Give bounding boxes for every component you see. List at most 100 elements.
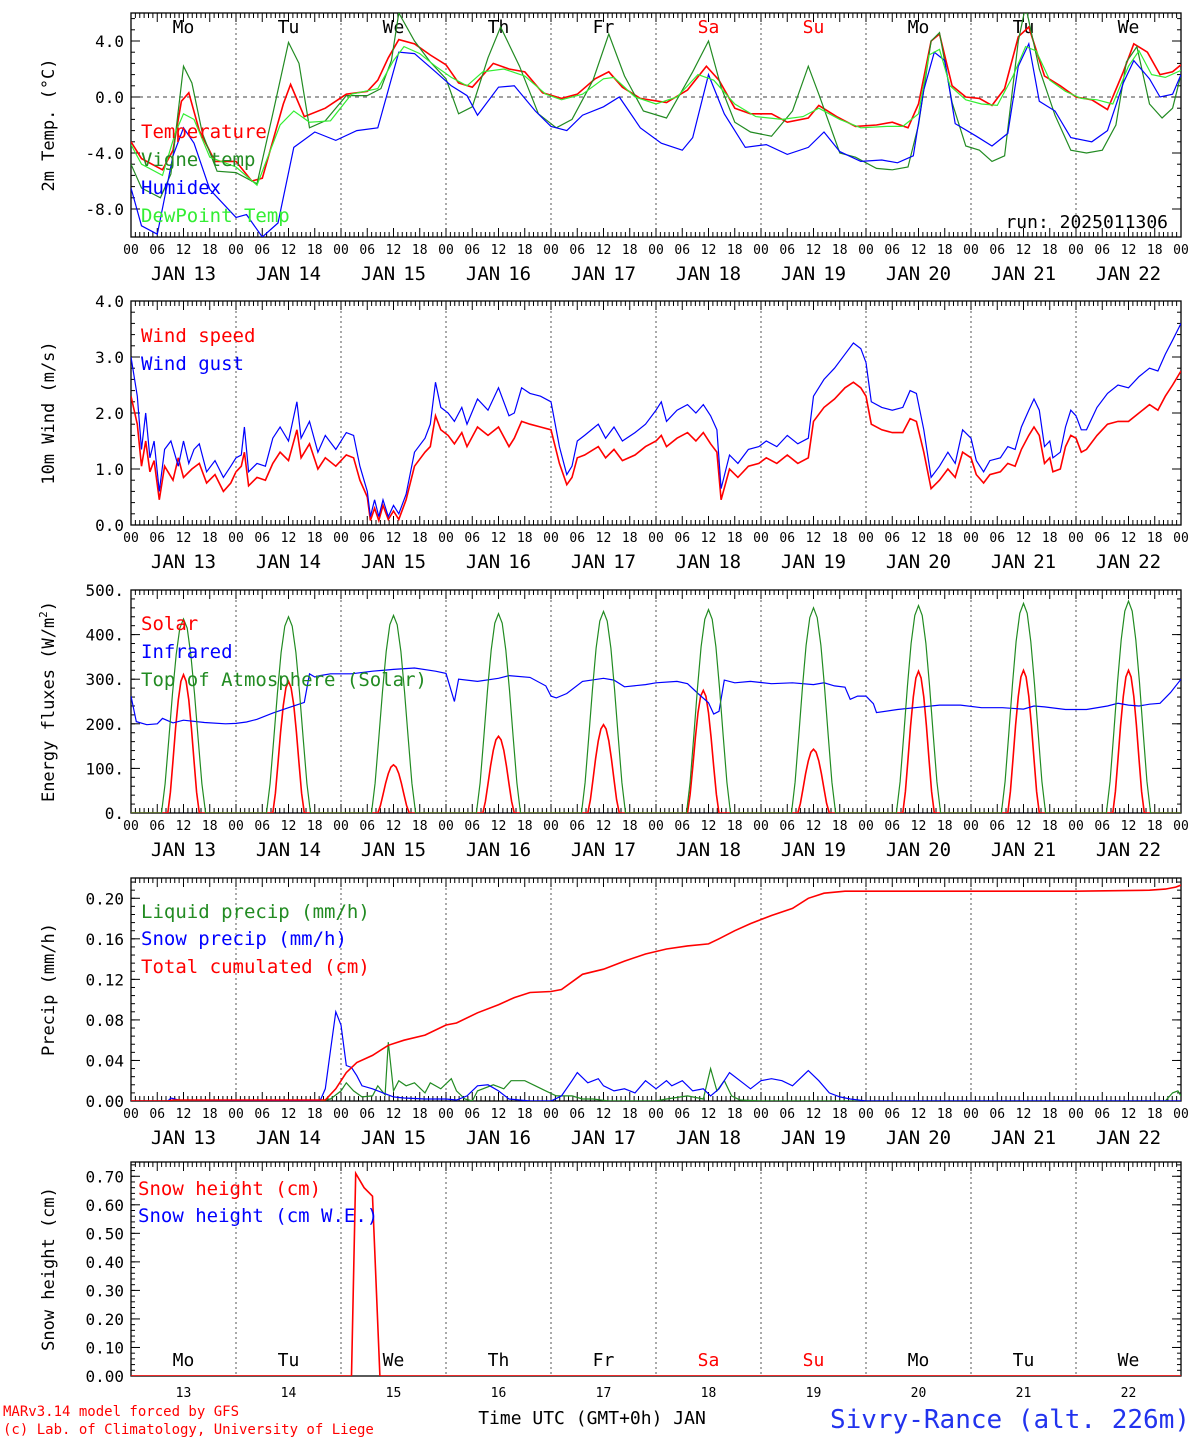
y-tick-label: 4.0 — [95, 32, 124, 51]
hour-label: 12 — [911, 531, 927, 546]
hour-label: 00 — [228, 243, 244, 258]
date-label: JAN 19 — [781, 551, 846, 573]
hour-label: 06 — [149, 1107, 165, 1122]
weekday-label: Mo — [173, 1350, 195, 1371]
hour-label: 12 — [1121, 819, 1137, 834]
hour-label: 00 — [1173, 531, 1189, 546]
hour-label: 00 — [228, 819, 244, 834]
hour-label: 00 — [438, 819, 454, 834]
legend-entry: Snow height (cm W.E.) — [138, 1205, 378, 1227]
date-label: JAN 21 — [991, 1127, 1056, 1149]
y-tick-label: 0.0 — [95, 88, 124, 107]
hour-label: 12 — [1016, 1107, 1032, 1122]
x-axis-label: Time UTC (GMT+0h) JAN — [478, 1408, 706, 1429]
hour-label: 12 — [281, 531, 297, 546]
hour-label: 00 — [1173, 243, 1189, 258]
weekday-label: Sa — [698, 17, 720, 38]
hour-label: 12 — [911, 243, 927, 258]
y-tick-label: 0.50 — [85, 1224, 124, 1243]
hour-label: 18 — [1147, 1107, 1163, 1122]
hour-label: 00 — [648, 819, 664, 834]
hour-label: 12 — [491, 243, 507, 258]
y-tick-label: 0.04 — [85, 1051, 124, 1070]
date-label: JAN 21 — [991, 551, 1056, 573]
hour-label: 00 — [753, 243, 769, 258]
hour-label: 06 — [884, 819, 900, 834]
hour-label: 00 — [753, 819, 769, 834]
hour-label: 12 — [176, 819, 192, 834]
y-tick-label: 0.40 — [85, 1253, 124, 1272]
y-tick-label: 100. — [85, 759, 124, 778]
hour-label: 12 — [491, 819, 507, 834]
hour-label: 12 — [281, 243, 297, 258]
hour-label: 18 — [412, 531, 428, 546]
hour-label: 06 — [779, 819, 795, 834]
hour-label: 00 — [438, 1107, 454, 1122]
y-tick-label: 400. — [85, 626, 124, 645]
panel-5: 0.00 0.10 0.20 0.30 0.40 0.50 0.60 0.70 Snow hei… — [39, 1161, 1182, 1401]
hour-label: 00 — [1173, 1107, 1189, 1122]
hour-label: 12 — [701, 531, 717, 546]
date-label: JAN 22 — [1096, 839, 1161, 861]
date-label: JAN 13 — [151, 551, 216, 573]
y-tick-label: 0.70 — [85, 1167, 124, 1186]
hour-label: 06 — [359, 243, 375, 258]
hour-label: 00 — [333, 243, 349, 258]
weekday-label: Tu — [1013, 1350, 1035, 1371]
date-label: JAN 16 — [466, 1127, 531, 1149]
date-label: JAN 22 — [1096, 551, 1161, 573]
hour-label: 06 — [1094, 243, 1110, 258]
hour-label: 12 — [176, 531, 192, 546]
hour-label: 18 — [727, 243, 743, 258]
hour-label: 06 — [464, 243, 480, 258]
weekday-label: We — [383, 17, 405, 38]
hour-label: 00 — [858, 243, 874, 258]
hour-label: 12 — [1121, 531, 1137, 546]
hour-label: 06 — [569, 819, 585, 834]
y-tick-label: 0.20 — [85, 1310, 124, 1329]
date-label: JAN 13 — [151, 263, 216, 285]
hour-label: 06 — [569, 1107, 585, 1122]
day-number: 21 — [1016, 1386, 1032, 1401]
hour-label: 12 — [806, 819, 822, 834]
legend-entry: Wind speed — [141, 325, 255, 347]
hour-label: 12 — [386, 819, 402, 834]
hour-label: 12 — [1121, 1107, 1137, 1122]
hour-label: 18 — [202, 243, 218, 258]
hour-label: 12 — [386, 1107, 402, 1122]
panel-1: 4.0 0.0 -4.0 -8.0 2m Temp. (°C) 00 06 12 18 00 06 1… — [39, 12, 1189, 285]
hour-label: 12 — [491, 531, 507, 546]
date-label: JAN 14 — [256, 551, 321, 573]
date-label: JAN 14 — [256, 263, 321, 285]
hour-label: 06 — [1094, 819, 1110, 834]
y-axis-label: Precip (mm/h) — [39, 923, 59, 1056]
y-tick-label: 500. — [85, 581, 124, 600]
hour-label: 12 — [176, 243, 192, 258]
series-line — [131, 370, 1181, 524]
hour-label: 06 — [779, 1107, 795, 1122]
weekday-label: We — [1118, 1350, 1140, 1371]
hour-label: 00 — [648, 1107, 664, 1122]
hour-label: 18 — [832, 1107, 848, 1122]
legend-entry: Vigne temp — [141, 149, 255, 171]
hour-label: 12 — [281, 1107, 297, 1122]
legend-entry: Top of Atmosphere (Solar) — [141, 669, 427, 691]
weekday-label: Sa — [698, 1350, 720, 1371]
panel-3: 0. 100. 200. 300. 400. 500. Energy fluxes (W/m… — [37, 581, 1189, 861]
day-number: 13 — [176, 1386, 192, 1401]
hour-label: 18 — [1147, 819, 1163, 834]
series-line — [131, 323, 1181, 519]
hour-label: 06 — [359, 819, 375, 834]
hour-label: 18 — [1147, 531, 1163, 546]
hour-label: 18 — [412, 819, 428, 834]
legend-entry: Humidex — [141, 177, 221, 199]
day-number: 16 — [491, 1386, 507, 1401]
y-axis-label: 10m Wind (m/s) — [39, 341, 59, 484]
hour-label: 00 — [543, 819, 559, 834]
weekday-label: Fr — [593, 17, 615, 38]
hour-label: 06 — [569, 531, 585, 546]
hour-label: 18 — [517, 531, 533, 546]
hour-label: 06 — [779, 531, 795, 546]
hour-label: 12 — [281, 819, 297, 834]
